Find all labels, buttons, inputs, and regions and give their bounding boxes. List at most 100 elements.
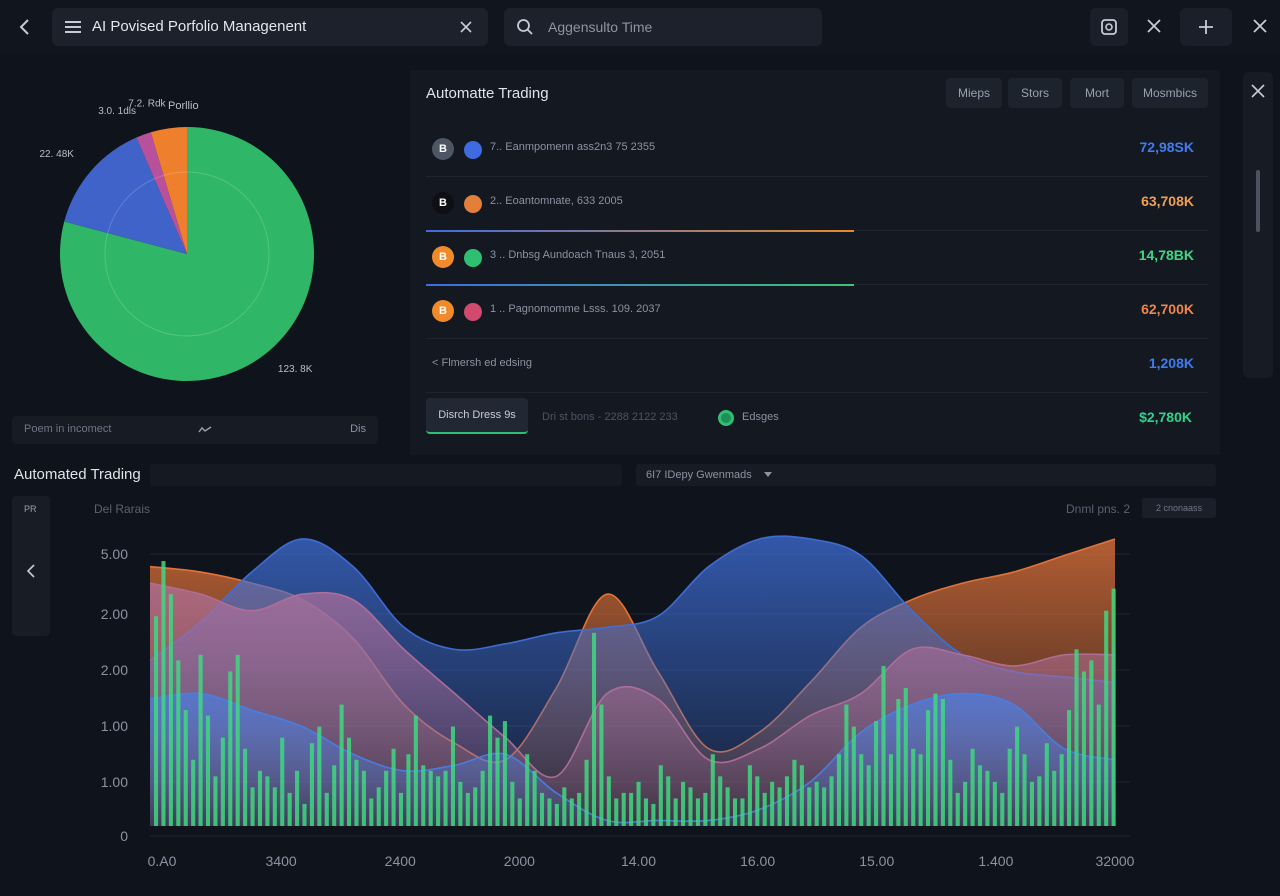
- volume-bar: [287, 792, 292, 826]
- volume-bar: [874, 721, 879, 826]
- volume-bar: [324, 792, 329, 826]
- pie-slice[interactable]: [64, 137, 187, 254]
- pie-slice[interactable]: [136, 132, 187, 254]
- volume-bar: [1044, 743, 1049, 826]
- chevron-left-icon[interactable]: [26, 564, 36, 578]
- volume-bar: [250, 787, 255, 826]
- dispatch-button[interactable]: Disrch Dress 9s: [426, 398, 528, 434]
- pie-inner-ring: [104, 171, 270, 337]
- plus-icon: [1199, 20, 1213, 34]
- volume-bar: [1096, 704, 1101, 826]
- add-button[interactable]: [1180, 8, 1232, 46]
- close-app-button[interactable]: [1246, 12, 1274, 40]
- side-scroll-panel[interactable]: [1243, 72, 1273, 378]
- left-rail[interactable]: PR: [12, 496, 50, 636]
- volume-bar: [948, 759, 953, 826]
- volume-bar: [257, 770, 263, 826]
- volume-bar: [1000, 792, 1005, 826]
- volume-bar: [354, 759, 359, 826]
- trade-row[interactable]: < Flmersh ed edsing 1,208K: [426, 338, 1208, 393]
- scrollbar-thumb[interactable]: [1256, 170, 1260, 232]
- volume-bar: [332, 765, 337, 826]
- volume-bar: [465, 792, 470, 826]
- volume-bar: [295, 770, 300, 826]
- left-rail-tag: PR: [24, 504, 37, 514]
- search-icon: [517, 19, 533, 35]
- volume-bar: [859, 754, 864, 826]
- close-window-button[interactable]: [1140, 12, 1168, 40]
- tab-stors[interactable]: Stors: [1008, 78, 1062, 108]
- volume-bar: [896, 699, 901, 826]
- close-icon[interactable]: [1251, 84, 1265, 98]
- volume-bar: [881, 665, 886, 826]
- volume-bar: [799, 765, 804, 826]
- search-field[interactable]: Aggensulto Time: [504, 8, 822, 46]
- volume-bar: [198, 654, 203, 826]
- volume-bar: [272, 787, 277, 826]
- series-area: [150, 693, 1115, 826]
- trade-row[interactable]: B 7.. Eanmpomenn ass2n3 75 2355 72,98SK: [426, 122, 1208, 177]
- trade-row-label: 7.. Eanmpomenn ass2n3 75 2355: [490, 141, 656, 153]
- volume-bar: [384, 770, 389, 826]
- volume-bar: [361, 770, 366, 826]
- pie-slice[interactable]: [60, 127, 315, 381]
- volume-bar: [317, 726, 322, 826]
- tab-mort[interactable]: Mort: [1070, 78, 1124, 108]
- portfolio-footer[interactable]: Poem in incomect Dis: [12, 416, 378, 444]
- pie-slice[interactable]: [150, 127, 187, 254]
- back-button[interactable]: [12, 14, 38, 40]
- volume-bar: [933, 693, 938, 826]
- screenshot-button[interactable]: [1090, 8, 1128, 46]
- volume-bar: [977, 765, 983, 826]
- pie-slice-label: 3.0. 1dls: [98, 106, 136, 117]
- asset-color-dot: [464, 303, 482, 321]
- volume-bar: [525, 754, 530, 826]
- volume-bar: [1111, 588, 1116, 826]
- trade-row[interactable]: B 2.. Eoantomnate, 633 2005 63,708K: [426, 176, 1208, 231]
- volume-bar: [1015, 726, 1020, 826]
- x-tick-label: 32000: [1096, 853, 1135, 869]
- volume-bar: [629, 792, 634, 826]
- action-info: Dri st bons - 2288 2122 233: [542, 411, 678, 423]
- bitcoin-icon: B: [432, 300, 454, 322]
- trade-row-value: 62,700K: [1141, 301, 1194, 317]
- chart-right-label: Dnml pns. 2: [1066, 502, 1131, 516]
- trade-row[interactable]: B 3 .. Dnbsg Aundoach Tnaus 3, 2051 14,78B…: [426, 230, 1208, 285]
- volume-bar: [918, 754, 923, 826]
- volume-bar: [614, 798, 619, 826]
- volume-bar: [651, 803, 656, 826]
- volume-bar: [851, 726, 856, 826]
- chevron-left-icon: [19, 19, 29, 35]
- trade-row-value: 1,208K: [1148, 355, 1194, 371]
- tab-mosmbics[interactable]: Mosmbics: [1132, 78, 1208, 108]
- tab-mieps[interactable]: Mieps: [946, 78, 1002, 108]
- volume-bar: [747, 765, 752, 826]
- portfolio-footer-right: Dis: [350, 423, 366, 435]
- volume-bar: [191, 759, 196, 826]
- trading-panel-title: Automatte Trading: [426, 85, 549, 102]
- volume-bar: [569, 798, 574, 826]
- menu-icon[interactable]: [64, 20, 82, 34]
- close-icon[interactable]: [460, 21, 472, 33]
- series-dropdown[interactable]: 6I7 IDepy Gwenmads: [636, 464, 1216, 486]
- bitcoin-icon: B: [432, 192, 454, 214]
- volume-bar: [154, 616, 159, 826]
- title-field[interactable]: AI Povised Porfolio Managenent: [52, 8, 488, 46]
- volume-bar: [911, 748, 916, 826]
- volume-bar: [517, 798, 522, 826]
- volume-bar: [643, 798, 649, 826]
- portfolio-panel: Porllio 123. 8K 22. 48K 3.0. 1dls 7.2. Rdk …: [0, 60, 390, 455]
- volume-bar: [1022, 754, 1027, 826]
- volume-bar: [540, 792, 545, 826]
- chart-right-chip[interactable]: 2 cnonaass: [1142, 498, 1216, 518]
- search-input[interactable]: Aggensulto Time: [548, 19, 653, 35]
- x-tick-label: 2000: [504, 853, 535, 869]
- trade-row[interactable]: B 1 .. Pagnomomme Lsss. 109. 2037 62,700K: [426, 284, 1208, 339]
- status-value: $2,780K: [1139, 409, 1192, 425]
- volume-bar: [220, 737, 225, 826]
- volume-bar: [777, 787, 782, 826]
- volume-bar: [681, 781, 686, 826]
- volume-bar: [398, 792, 404, 826]
- y-tick-label: 1.00: [101, 718, 128, 734]
